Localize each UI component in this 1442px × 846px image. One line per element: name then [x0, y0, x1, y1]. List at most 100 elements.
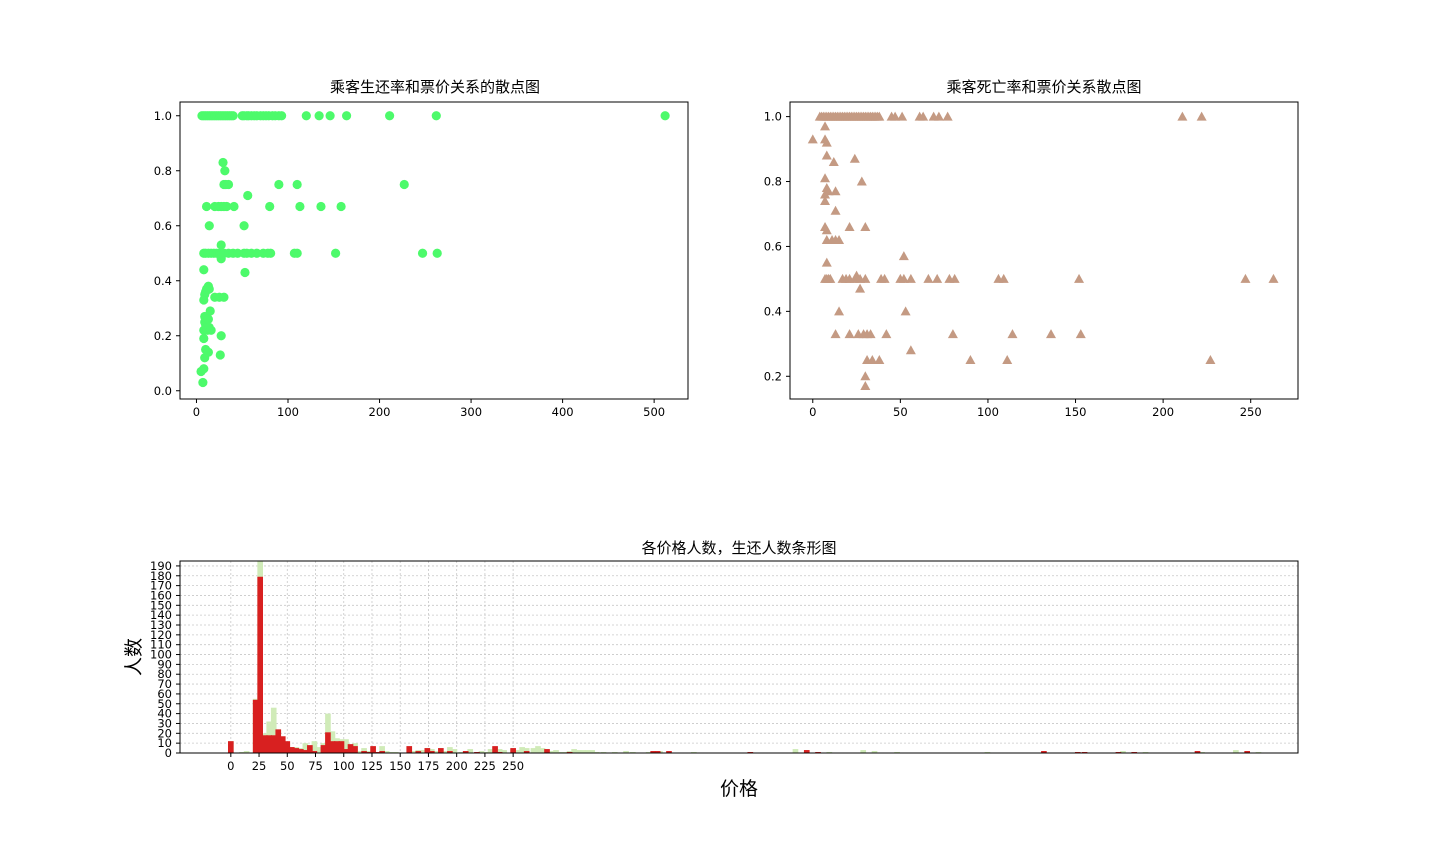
y-tick-label: 150 [150, 598, 172, 612]
counts-y-axis-label: 人数 [123, 638, 145, 676]
survived-count-bar [284, 741, 291, 753]
survival-point [292, 248, 302, 258]
survival-point [239, 221, 249, 231]
death-point [867, 355, 878, 365]
total-count-bar [379, 746, 385, 753]
survived-count-bar [347, 744, 354, 753]
total-count-bar [548, 751, 555, 753]
survived-count-bar [334, 741, 340, 753]
counts-bar-panel: 各价格人数，生还人数条形图 0 25 50 75 100 125 150 175 200 225 2… [123, 539, 1299, 800]
death-point [834, 306, 845, 316]
death-point [949, 273, 960, 283]
death-point [879, 273, 890, 283]
y-tick-label: 0.8 [154, 164, 172, 178]
y-tick-label: 180 [150, 569, 172, 583]
survived-count-bar [361, 751, 367, 753]
total-count-bar [584, 750, 591, 753]
x-tick-label: 50 [280, 759, 295, 773]
survival-point [203, 314, 213, 324]
death-plot-frame [789, 101, 1299, 400]
survival-point [205, 306, 215, 316]
survived-count-bar [325, 732, 331, 753]
total-count-bar [792, 749, 799, 753]
death-point [905, 345, 916, 355]
survival-point [316, 201, 326, 212]
y-tick-label: 40 [157, 707, 172, 721]
death-point [855, 283, 866, 293]
total-count-bar [571, 749, 577, 753]
survived-count-bar [261, 735, 268, 753]
total-count-bar [496, 749, 503, 753]
death-point [965, 355, 976, 365]
survival-point [204, 221, 214, 231]
survival-point [331, 248, 341, 258]
survival-plot-frame [179, 101, 689, 400]
y-tick-label: 0.0 [154, 384, 172, 398]
total-count-bar [1233, 750, 1239, 753]
survived-count-bar [288, 747, 295, 753]
total-count-bar [410, 751, 417, 753]
survival-point [240, 267, 250, 278]
total-count-bar [553, 750, 559, 753]
survived-count-bar [438, 748, 444, 753]
x-tick-label: 100 [977, 405, 999, 419]
death-point [898, 251, 909, 261]
death-point [897, 111, 908, 121]
survival-point [314, 111, 324, 121]
death-point [830, 329, 841, 339]
death-axis-ticks: 0 50 100 150 200 250 0.2 0.4 0.6 0.8 1.0 [764, 110, 1262, 419]
survival-point [228, 111, 238, 121]
x-tick-label: 100 [277, 405, 299, 419]
y-tick-label: 110 [150, 638, 172, 652]
y-tick-label: 1.0 [764, 110, 782, 124]
total-count-bar [447, 747, 453, 753]
survived-count-bar [429, 751, 435, 753]
survival-point [301, 111, 311, 121]
survival-point [216, 240, 226, 250]
y-tick-label: 0.4 [154, 274, 172, 288]
survival-scatter-panel: 乘客生还率和票价关系的散点图 0 100 200 300 400 500 0.0 0.2 0.4… [154, 78, 689, 419]
death-point [821, 150, 832, 160]
total-count-bar [361, 748, 367, 753]
survived-count-bar [279, 736, 286, 753]
death-point [1268, 273, 1279, 283]
death-point [1007, 329, 1018, 339]
y-tick-label: 60 [157, 687, 172, 701]
survived-count-bar [343, 749, 349, 753]
survival-point [399, 179, 409, 190]
total-count-bar [356, 751, 363, 753]
survived-count-bar [1194, 751, 1201, 753]
survival-point [431, 111, 441, 121]
survival-point [198, 377, 208, 388]
y-tick-label: 120 [150, 628, 172, 642]
survival-point [215, 350, 225, 360]
death-point [856, 176, 867, 186]
y-tick-label: 10 [157, 736, 172, 750]
total-count-bar [530, 748, 537, 753]
total-count-bar [316, 747, 322, 753]
survival-point [385, 111, 395, 121]
total-count-bar [514, 750, 521, 753]
total-count-bar [580, 750, 586, 753]
y-tick-label: 20 [157, 726, 172, 740]
survived-count-bar [275, 729, 282, 753]
total-count-bar [343, 739, 349, 753]
survived-count-bar [266, 735, 273, 753]
death-point [860, 273, 871, 283]
y-tick-label: 0.2 [154, 329, 172, 343]
total-count-bar [523, 748, 530, 753]
survival-point [218, 157, 228, 168]
death-chart-title: 乘客死亡率和票价关系散点图 [946, 78, 1141, 96]
survival-point [203, 347, 213, 357]
survival-axis-ticks: 0 100 200 300 400 500 0.0 0.2 0.4 0.6 0.8 1.0 [154, 109, 665, 419]
survival-point [206, 325, 216, 335]
total-count-bar [270, 707, 277, 753]
total-count-bar [302, 743, 309, 753]
death-point [1205, 355, 1216, 365]
survival-point [252, 248, 262, 258]
survival-point [243, 190, 253, 201]
counts-plot-frame [179, 560, 1299, 754]
y-tick-label: 130 [150, 618, 172, 632]
survival-point [201, 201, 212, 212]
survival-point [295, 201, 305, 212]
